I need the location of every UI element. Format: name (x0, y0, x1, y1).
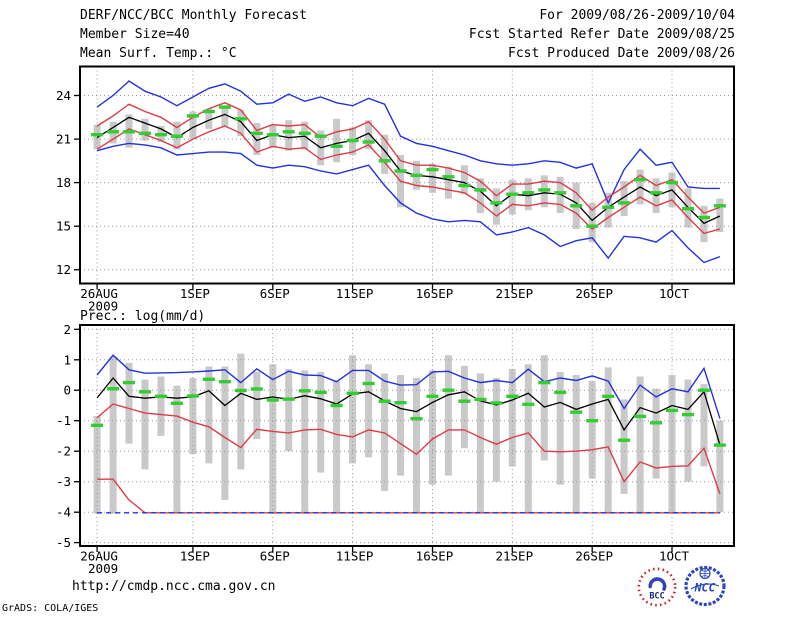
svg-text:16SEP: 16SEP (416, 286, 454, 301)
bcc-logo-text: BCC (649, 592, 664, 602)
svg-text:26AUG: 26AUG (80, 286, 118, 301)
bcc-logo: BCC (637, 567, 677, 607)
svg-text:1SEP: 1SEP (180, 549, 210, 564)
member-size-label: Member Size=40 (80, 27, 190, 42)
prec-max-blue-line (96, 354, 721, 419)
svg-text:11SEP: 11SEP (336, 549, 374, 564)
prec-spread-bars (93, 353, 724, 514)
temp-axis-ticks (74, 94, 673, 290)
temp-min-blue-line (96, 142, 721, 264)
ncc-logo-text: NCC (694, 581, 716, 595)
svg-text:12: 12 (56, 262, 71, 277)
svg-text:21: 21 (56, 132, 71, 147)
svg-text:26SEP: 26SEP (575, 549, 613, 564)
svg-text:18: 18 (56, 175, 71, 190)
svg-text:21SEP: 21SEP (495, 549, 533, 564)
prec-ytick-labels: 2 1 0 -1 -2 -3 -4 -5 (56, 322, 71, 550)
temp-lower-red-line (96, 125, 721, 235)
svg-text:16SEP: 16SEP (416, 549, 454, 564)
temp-max-blue-line (96, 80, 720, 205)
temp-upper-red-line (96, 102, 721, 214)
svg-text:1OCT: 1OCT (659, 549, 690, 564)
temp-gridlines (80, 66, 734, 284)
temp-ytick-labels: 24 21 18 15 12 (56, 88, 71, 277)
forecast-range-label: For 2009/08/26-2009/10/04 (539, 8, 735, 23)
svg-text:6SEP: 6SEP (260, 286, 290, 301)
svg-text:26AUG: 26AUG (80, 549, 118, 564)
temp-spread-bars (93, 105, 724, 243)
bcc-logo-character-ring (637, 567, 677, 607)
ncc-logo: NCC (684, 565, 726, 607)
svg-text:24: 24 (56, 88, 71, 103)
refer-date-label: Fcst Started Refer Date 2009/08/25 (468, 27, 735, 42)
svg-text:26SEP: 26SEP (575, 286, 613, 301)
prec-frame (79, 324, 735, 547)
bcc-swirl-icon (648, 577, 667, 591)
prec-xtick-labels: 26AUG 1SEP 6SEP 11SEP 16SEP 21SEP 26SEP 1OCT 200… (80, 549, 689, 577)
prec-mid-red-line (96, 403, 721, 495)
svg-text:1OCT: 1OCT (659, 286, 690, 301)
prec-ensemble-mean-line (96, 376, 721, 445)
svg-text:2009: 2009 (88, 299, 118, 314)
svg-text:15: 15 (56, 219, 71, 234)
temp-ensemble-mean-line (96, 113, 721, 225)
svg-text:-1: -1 (56, 413, 71, 428)
svg-text:11SEP: 11SEP (336, 286, 374, 301)
svg-text:21SEP: 21SEP (495, 286, 533, 301)
prec-green-dash-marks (91, 377, 726, 447)
svg-text:6SEP: 6SEP (260, 549, 290, 564)
grads-credit: GrADS: COLA/IGES (2, 603, 99, 614)
prec-chart: 2 1 0 -1 -2 -3 -4 -5 26AUG 1SEP 6SEP 11SEP 16SEP 21SE… (56, 322, 735, 577)
source-url: http://cmdp.ncc.cma.gov.cn (72, 579, 276, 594)
bcc-logo-background (637, 567, 677, 607)
prec-chart-title: Prec.: log(mm/d) (80, 309, 206, 324)
svg-text:2: 2 (63, 322, 71, 337)
temp-green-dash-marks (91, 105, 726, 228)
temp-xtick-labels: 26AUG 1SEP 6SEP 11SEP 16SEP 21SEP 26SEP 1OCT 200… (80, 286, 689, 314)
svg-text:1: 1 (63, 352, 71, 367)
svg-text:-3: -3 (56, 474, 71, 489)
svg-text:-5: -5 (56, 535, 71, 550)
prec-axis-ticks (74, 328, 673, 552)
temp-frame (79, 65, 735, 285)
ncc-wreath-icon (684, 565, 726, 607)
ncc-swoosh-icon (690, 583, 720, 590)
plot-title: DERF/NCC/BCC Monthly Forecast (80, 8, 307, 23)
svg-text:0: 0 (63, 383, 71, 398)
temp-chart-title: Mean Surf. Temp.: °C (80, 46, 237, 61)
svg-text:-2: -2 (56, 444, 71, 459)
produced-date-label: Fcst Produced Date 2009/08/26 (508, 46, 735, 61)
svg-text:1SEP: 1SEP (180, 286, 210, 301)
ncc-globe-icon (699, 567, 711, 580)
svg-text:-4: -4 (56, 505, 71, 520)
ncc-logo-background (685, 566, 725, 606)
svg-text:2009: 2009 (88, 561, 118, 576)
